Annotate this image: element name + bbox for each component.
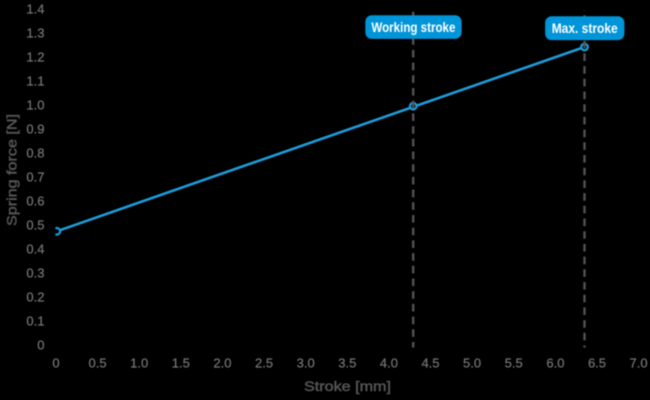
- svg-text:0.6: 0.6: [26, 194, 44, 209]
- svg-text:4.0: 4.0: [380, 355, 398, 370]
- svg-text:0.1: 0.1: [26, 313, 44, 328]
- svg-text:5.5: 5.5: [505, 355, 523, 370]
- svg-text:1.5: 1.5: [172, 355, 190, 370]
- svg-text:0.7: 0.7: [26, 170, 44, 185]
- svg-text:2.5: 2.5: [255, 355, 273, 370]
- svg-text:0: 0: [52, 355, 59, 370]
- svg-text:0.8: 0.8: [26, 146, 44, 161]
- svg-text:6.0: 6.0: [546, 355, 564, 370]
- svg-text:3.5: 3.5: [338, 355, 356, 370]
- svg-text:0.9: 0.9: [26, 122, 44, 137]
- svg-text:2.0: 2.0: [213, 355, 231, 370]
- svg-text:6.5: 6.5: [588, 355, 606, 370]
- svg-text:1.0: 1.0: [130, 355, 148, 370]
- svg-text:1.1: 1.1: [26, 74, 44, 89]
- svg-text:0.5: 0.5: [26, 218, 44, 233]
- svg-text:4.5: 4.5: [421, 355, 439, 370]
- svg-text:1.0: 1.0: [26, 98, 44, 113]
- svg-text:5.0: 5.0: [463, 355, 481, 370]
- svg-text:1.2: 1.2: [26, 50, 44, 65]
- svg-text:Stroke [mm]: Stroke [mm]: [304, 378, 391, 394]
- svg-text:0: 0: [37, 337, 44, 352]
- svg-text:0.5: 0.5: [89, 355, 107, 370]
- svg-text:0.4: 0.4: [26, 242, 44, 257]
- svg-text:1.3: 1.3: [26, 26, 44, 41]
- svg-text:Working stroke: Working stroke: [371, 19, 455, 35]
- svg-text:7.0: 7.0: [630, 355, 648, 370]
- svg-text:3.0: 3.0: [297, 355, 315, 370]
- svg-text:Spring force [N]: Spring force [N]: [4, 114, 20, 226]
- svg-text:Max. stroke: Max. stroke: [552, 20, 618, 36]
- svg-text:0.3: 0.3: [26, 266, 44, 281]
- svg-text:0.2: 0.2: [26, 289, 44, 304]
- svg-text:1.4: 1.4: [26, 2, 44, 17]
